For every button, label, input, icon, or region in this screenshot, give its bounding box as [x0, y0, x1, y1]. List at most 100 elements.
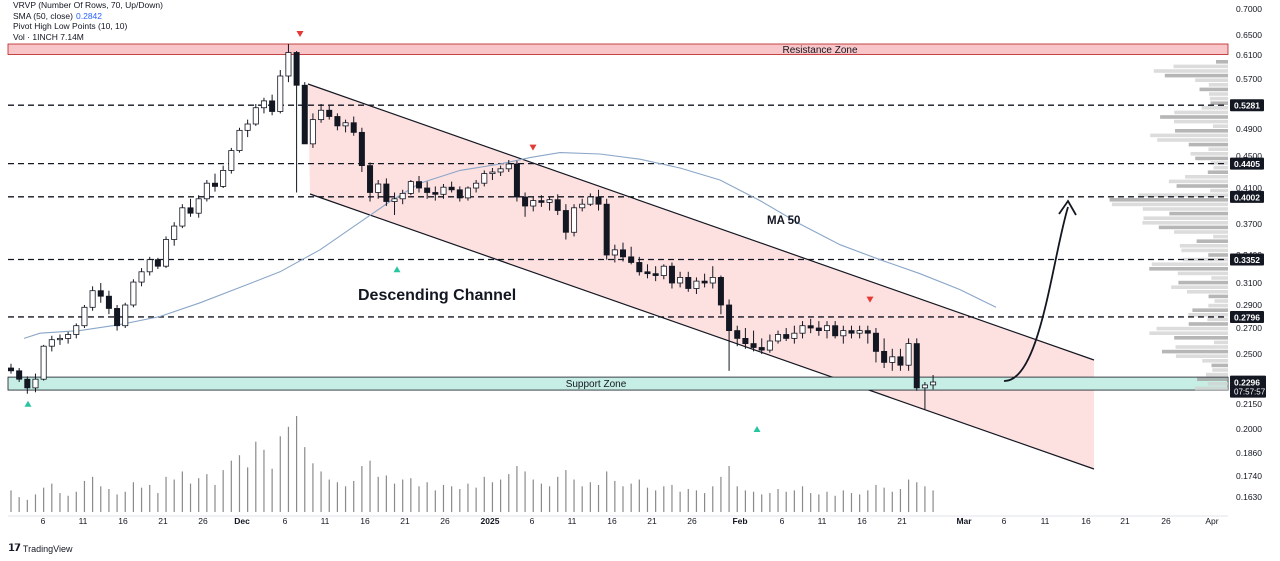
volume-bar — [83, 480, 86, 512]
y-tick-label: 0.2700 — [1236, 323, 1262, 333]
volume-bar — [247, 467, 249, 512]
candle-body — [269, 100, 276, 112]
volume-bar — [483, 476, 485, 512]
volume-bar — [548, 486, 551, 512]
volume-profile-bar — [1157, 138, 1228, 142]
legend-vrvp-text: VRVP (Number Of Rows, 70, Up/Down) — [13, 0, 163, 10]
pivot-high-marker — [866, 296, 874, 303]
price-level-tag-text: 0.3352 — [1234, 255, 1260, 265]
price-level-tag-text: 0.5281 — [1234, 101, 1260, 111]
x-tick-label: 21 — [647, 516, 657, 526]
candle-body — [522, 196, 529, 207]
volume-bar — [834, 495, 836, 512]
volume-profile-bar — [1212, 124, 1228, 128]
candle-body — [203, 182, 210, 200]
candle-body — [717, 276, 724, 306]
candle-body — [318, 109, 325, 121]
volume-bar — [573, 479, 575, 512]
legend-pivot[interactable]: Pivot High Low Points (10, 10) — [13, 21, 163, 32]
volume-bar — [826, 491, 828, 512]
volume-profile-bar — [1143, 216, 1228, 220]
candle-body — [146, 259, 153, 273]
y-tick-label: 0.6100 — [1236, 50, 1262, 60]
volume-profile-bar — [1211, 276, 1228, 280]
volume-bar — [43, 487, 45, 512]
volume-bar — [467, 483, 469, 512]
candle-body — [791, 332, 798, 339]
y-tick-label: 0.2150 — [1236, 399, 1262, 409]
indicator-legend: VRVP (Number Of Rows, 70, Up/Down) SMA (… — [13, 0, 163, 42]
candle-body — [399, 192, 406, 200]
candle-body — [424, 187, 431, 193]
volume-profile-bar — [1207, 317, 1228, 322]
candle-body — [228, 150, 235, 171]
candle-body — [415, 181, 422, 189]
candle-body — [163, 239, 170, 267]
volume-bar — [34, 494, 37, 512]
pivot-high-marker — [296, 31, 304, 37]
y-tick-label: 0.5700 — [1236, 74, 1262, 84]
candle-body — [530, 200, 537, 207]
volume-bar — [279, 436, 281, 512]
volume-bar — [271, 468, 273, 512]
current-price-text: 0.2296 — [1234, 378, 1260, 388]
candle-body — [848, 330, 855, 334]
volume-bar — [459, 489, 461, 512]
x-tick-label: 11 — [1041, 516, 1050, 526]
candle-body — [358, 131, 365, 166]
x-tick-label: 16 — [118, 516, 128, 526]
volume-profile-bar — [1171, 285, 1228, 289]
pivot-low-marker — [393, 266, 401, 273]
volume-bar — [875, 484, 877, 512]
candle-body — [546, 199, 553, 203]
candle-body — [7, 367, 14, 372]
volume-bar — [883, 487, 885, 512]
candle-body — [179, 207, 186, 227]
pivot-low-marker — [24, 400, 32, 407]
candle-body — [326, 109, 333, 117]
candle-body — [56, 337, 63, 341]
candle-body — [611, 249, 618, 256]
volume-bar — [581, 486, 583, 512]
channel-lower-line — [309, 193, 1095, 470]
candle-body — [668, 265, 675, 284]
volume-bar — [524, 471, 526, 512]
candle-body — [65, 334, 72, 339]
legend-vrvp[interactable]: VRVP (Number Of Rows, 70, Up/Down) — [13, 0, 163, 11]
volume-profile-bar — [1194, 386, 1228, 391]
volume-profile-bar — [1158, 225, 1228, 230]
candle-body — [587, 196, 594, 205]
volume-bar — [916, 482, 918, 512]
legend-volume[interactable]: Vol · 1INCH 7.14M — [13, 32, 163, 43]
candle-body — [595, 196, 602, 205]
candle-body — [652, 273, 659, 276]
volume-bar — [891, 491, 893, 512]
volume-bar — [736, 486, 738, 512]
candle-body — [562, 210, 569, 233]
volume-profile-bar — [1181, 248, 1228, 253]
candle-body — [81, 306, 88, 327]
candle-body — [807, 325, 814, 329]
volume-bar — [328, 479, 330, 512]
volume-bar — [859, 494, 861, 512]
volume-profile-bar — [1208, 303, 1228, 308]
candle-body — [497, 168, 504, 173]
price-level-tag-text: 0.2796 — [1234, 312, 1260, 322]
volume-bar — [181, 471, 183, 512]
tradingview-brand[interactable]: 𝟭𝟳 TradingView — [8, 543, 72, 554]
volume-bar — [198, 478, 200, 512]
candle-body — [758, 347, 765, 351]
candle-body — [742, 337, 749, 344]
descending-channel-fill — [308, 84, 1094, 469]
candle-body — [685, 276, 692, 289]
volume-profile-bar — [1174, 230, 1228, 234]
candle-body — [660, 265, 667, 276]
x-tick-label: 11 — [568, 516, 577, 526]
volume-bar — [124, 491, 126, 512]
volume-bar — [344, 486, 347, 512]
legend-sma[interactable]: SMA (50, close) 0.2842 — [13, 11, 163, 22]
volume-bar — [157, 493, 159, 512]
volume-bar — [638, 479, 640, 512]
